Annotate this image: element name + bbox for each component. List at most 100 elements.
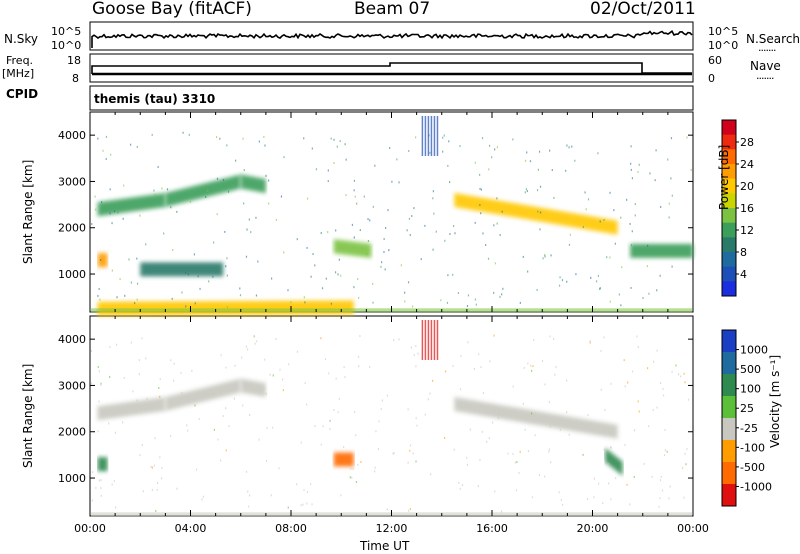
echo-speckle xyxy=(613,209,615,212)
echo-speckle xyxy=(191,369,193,372)
echo-speckle xyxy=(664,454,666,457)
echo-speckle xyxy=(686,136,688,139)
freq-tick-high: 18 xyxy=(67,54,81,67)
echo-speckle xyxy=(630,145,632,148)
echo-speckle xyxy=(155,509,157,512)
echo-speckle xyxy=(593,496,595,499)
echo-speckle xyxy=(333,409,335,412)
echo-speckle xyxy=(412,452,414,455)
echo-speckle xyxy=(415,417,417,420)
echo-speckle xyxy=(275,218,278,221)
echo-speckle xyxy=(442,136,444,139)
echo-speckle xyxy=(680,375,682,378)
echo-speckle xyxy=(467,294,470,297)
echo-speckle xyxy=(322,425,324,428)
echo-speckle xyxy=(216,177,219,180)
echo-speckle xyxy=(226,144,228,147)
echo-streak xyxy=(436,116,439,156)
echo-speckle xyxy=(386,508,388,511)
echo-speckle xyxy=(384,268,386,271)
echo-speckle xyxy=(409,444,412,447)
echo-speckle xyxy=(684,452,686,455)
echo-speckle xyxy=(658,505,660,508)
echo-speckle xyxy=(100,382,102,385)
echo-band xyxy=(97,300,354,316)
echo-speckle xyxy=(151,489,153,492)
echo-speckle xyxy=(415,136,417,139)
echo-speckle xyxy=(558,284,561,287)
echo-speckle xyxy=(431,379,434,382)
power-ylabel: Slant Range [km] xyxy=(21,159,35,264)
echo-speckle xyxy=(582,453,584,456)
echo-speckle xyxy=(630,168,632,171)
echo-speckle xyxy=(245,255,248,258)
echo-speckle xyxy=(600,388,602,391)
noise-tick-high-right: 10^5 xyxy=(708,25,739,38)
velocity-colorbar-tick-label: 100 xyxy=(740,383,761,396)
echo-speckle xyxy=(637,170,639,173)
echo-speckle xyxy=(435,230,437,233)
echo-speckle xyxy=(656,349,658,352)
echo-speckle xyxy=(136,399,138,402)
nsky-trace xyxy=(91,29,693,48)
echo-speckle xyxy=(636,335,638,338)
echo-speckle xyxy=(254,342,256,345)
echo-speckle xyxy=(654,179,656,182)
echo-speckle xyxy=(226,274,228,277)
echo-speckle xyxy=(526,190,528,193)
echo-speckle xyxy=(304,382,306,385)
nsky-label: N.Sky xyxy=(4,32,39,46)
echo-speckle xyxy=(604,409,606,412)
echo-speckle xyxy=(529,160,532,163)
echo-speckle xyxy=(387,209,389,212)
echo-speckle xyxy=(585,208,587,211)
echo-speckle xyxy=(385,227,387,230)
echo-speckle xyxy=(117,211,119,214)
echo-speckle xyxy=(239,294,242,297)
echo-speckle xyxy=(159,456,161,459)
power-colorbar-swatch xyxy=(722,164,736,180)
echo-speckle xyxy=(549,425,551,428)
ytick-label: 2000 xyxy=(58,222,86,235)
echo-speckle xyxy=(512,138,514,141)
echo-speckle xyxy=(98,370,100,373)
echo-speckle xyxy=(358,365,360,368)
echo-speckle xyxy=(444,370,447,373)
beam-title: Beam 07 xyxy=(354,0,431,19)
echo-speckle xyxy=(532,365,534,368)
echo-speckle xyxy=(344,143,346,146)
echo-speckle xyxy=(224,230,226,233)
echo-speckle xyxy=(660,475,662,478)
power-colorbar-tick-label: 24 xyxy=(740,158,754,171)
echo-speckle xyxy=(466,305,469,308)
echo-speckle xyxy=(114,506,117,509)
echo-speckle xyxy=(646,367,649,370)
echo-speckle xyxy=(660,205,662,208)
echo-speckle xyxy=(296,238,298,241)
power-colorbar: 28 24 20 16 12 8 4 xyxy=(721,119,754,297)
echo-speckle xyxy=(156,481,159,484)
echo-speckle xyxy=(306,403,308,406)
echo-speckle xyxy=(185,305,187,308)
freq-tick-low: 8 xyxy=(72,72,79,85)
echo-speckle xyxy=(486,440,488,443)
nave-label: Nave xyxy=(750,59,781,73)
echo-speckle xyxy=(339,140,341,143)
echo-speckle xyxy=(380,261,383,264)
echo-speckle xyxy=(213,428,216,431)
echo-speckle xyxy=(610,382,612,385)
echo-speckle xyxy=(461,483,464,486)
echo-speckle xyxy=(466,463,469,466)
echo-speckle xyxy=(159,395,161,398)
echo-speckle xyxy=(637,346,639,349)
echo-speckle xyxy=(558,491,560,494)
echo-speckle xyxy=(247,505,250,508)
velocity-colorbar-swatch xyxy=(722,374,736,397)
echo-speckle xyxy=(253,335,255,338)
echo-speckle xyxy=(283,251,285,254)
echo-speckle xyxy=(542,257,544,260)
echo-speckle xyxy=(393,452,395,455)
echo-speckle xyxy=(684,381,686,384)
echo-speckle xyxy=(627,381,629,384)
echo-speckle xyxy=(349,476,351,479)
